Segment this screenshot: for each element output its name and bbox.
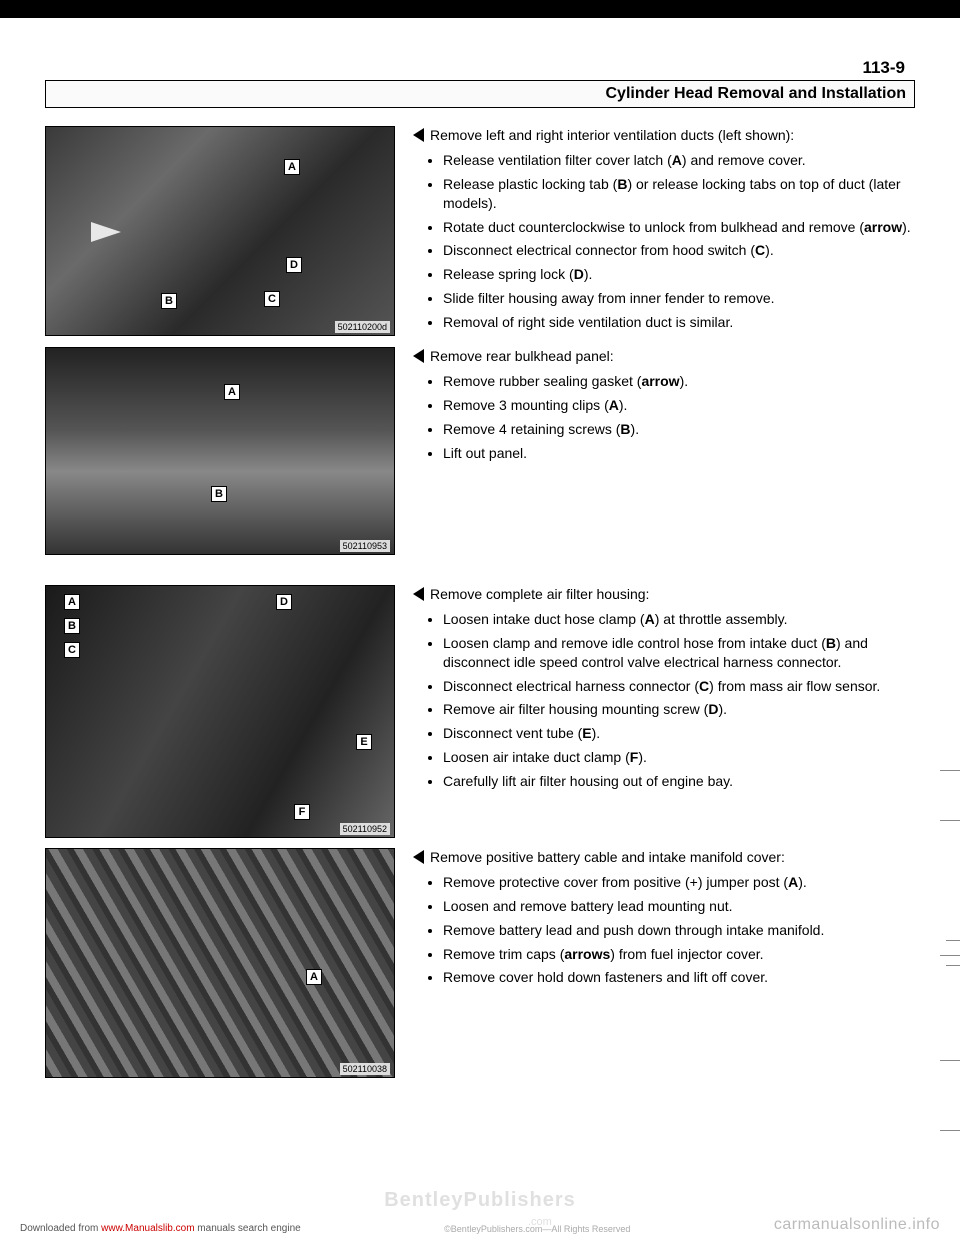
bullet-item: Remove 3 mounting clips (A).	[443, 396, 915, 415]
bullet-item: Remove cover hold down fasteners and lif…	[443, 968, 915, 987]
bullet-item: Loosen and remove battery lead mounting …	[443, 897, 915, 916]
ruler-tick	[940, 770, 960, 771]
triangle-icon	[413, 349, 424, 363]
text-block-2: Remove rear bulkhead panel: Remove rubbe…	[413, 347, 915, 467]
footer-center: ©BentleyPublishers.com—All Rights Reserv…	[301, 1224, 774, 1234]
figure-3: ABC D E F 502110952	[45, 585, 395, 838]
figure-label-b: B	[211, 486, 227, 502]
figure-1: A B C D 502110200d	[45, 126, 395, 336]
figure-label-c: C	[64, 642, 80, 658]
footer-link[interactable]: www.Manualslib.com	[101, 1223, 194, 1234]
figure-label-a: A	[64, 594, 80, 610]
bullet-item: Release ventilation filter cover latch (…	[443, 151, 915, 170]
text-block-4: Remove positive battery cable and intake…	[413, 848, 915, 992]
bullet-item: Remove 4 retaining screws (B).	[443, 420, 915, 439]
bullet-list-1: Release ventilation filter cover latch (…	[413, 151, 915, 332]
bullet-item: Remove rubber sealing gasket (arrow).	[443, 372, 915, 391]
bullet-item: Rotate duct counterclockwise to unlock f…	[443, 218, 915, 237]
figure-label-a: A	[284, 159, 300, 175]
bullet-item: Carefully lift air filter housing out of…	[443, 772, 915, 791]
figure-2: A B 502110953	[45, 347, 395, 555]
section-3: ABC D E F 502110952 Remove complete air fil…	[45, 585, 915, 838]
bullet-item: Loosen clamp and remove idle control hos…	[443, 634, 915, 672]
bullet-item: Removal of right side ventilation duct i…	[443, 313, 915, 332]
figure-label-a: A	[224, 384, 240, 400]
bullet-item: Release plastic locking tab (B) or relea…	[443, 175, 915, 213]
bullet-item: Remove air filter housing mounting screw…	[443, 700, 915, 719]
triangle-icon	[413, 587, 424, 601]
figure-caption-2: 502110953	[340, 540, 390, 552]
bullet-item: Release spring lock (D).	[443, 265, 915, 284]
bullet-list-3: Loosen intake duct hose clamp (A) at thr…	[413, 610, 915, 791]
figure-label-b: B	[161, 293, 177, 309]
bullet-list-2: Remove rubber sealing gasket (arrow). Rem…	[413, 372, 915, 463]
page-content: 113-9 Cylinder Head Removal and Installa…	[0, 18, 960, 1078]
figure-label-e: E	[356, 734, 372, 750]
bullet-item: Loosen intake duct hose clamp (A) at thr…	[443, 610, 915, 629]
footer-right: carmanualsonline.info	[774, 1216, 940, 1234]
ruler-tick	[940, 965, 960, 966]
triangle-icon	[413, 128, 424, 142]
figure-caption-3: 502110952	[340, 823, 390, 835]
text-block-3: Remove complete air filter housing: Loos…	[413, 585, 915, 796]
triangle-icon	[413, 850, 424, 864]
page-number: 113-9	[45, 58, 915, 78]
bullet-item: Disconnect electrical harness connector …	[443, 677, 915, 696]
bullet-item: Slide filter housing away from inner fen…	[443, 289, 915, 308]
ruler-tick	[940, 820, 960, 821]
title-bar: Cylinder Head Removal and Installation	[45, 80, 915, 108]
bullet-item: Remove battery lead and push down throug…	[443, 921, 915, 940]
figure-label-a: A	[306, 969, 322, 985]
ruler-tick	[940, 955, 960, 956]
text-block-1: Remove left and right interior ventilati…	[413, 126, 915, 337]
figure-4: A 502110038	[45, 848, 395, 1078]
bullet-item: Loosen air intake duct clamp (F).	[443, 748, 915, 767]
bullet-item: Lift out panel.	[443, 444, 915, 463]
bullet-item: Remove protective cover from positive (+…	[443, 873, 915, 892]
top-black-bar	[0, 0, 960, 18]
figure-caption-1: 502110200d	[335, 321, 390, 333]
ruler-tick	[940, 1060, 960, 1061]
bullet-item: Disconnect vent tube (E).	[443, 724, 915, 743]
watermark: BentleyPublishers	[384, 1189, 576, 1212]
figure-label-d: D	[286, 257, 302, 273]
ruler-tick	[940, 1130, 960, 1131]
section-2: A B 502110953 Remove rear bulkhead panel:…	[45, 347, 915, 555]
figure-label-f: F	[294, 804, 310, 820]
lead-text-1: Remove left and right interior ventilati…	[430, 126, 794, 145]
bullet-item: Disconnect electrical connector from hoo…	[443, 241, 915, 260]
bullet-item: Remove trim caps (arrows) from fuel inje…	[443, 945, 915, 964]
bullet-list-4: Remove protective cover from positive (+…	[413, 873, 915, 987]
lead-text-3: Remove complete air filter housing:	[430, 585, 649, 604]
figure-label-d: D	[276, 594, 292, 610]
footer: Downloaded from www.Manualslib.com manua…	[0, 1216, 960, 1234]
section-1: A B C D 502110200d Remove left and right in…	[45, 126, 915, 337]
figure-label-b: B	[64, 618, 80, 634]
lead-text-4: Remove positive battery cable and intake…	[430, 848, 785, 867]
lead-text-2: Remove rear bulkhead panel:	[430, 347, 614, 366]
footer-left: Downloaded from www.Manualslib.com manua…	[20, 1223, 301, 1234]
figure-caption-4: 502110038	[340, 1063, 390, 1075]
section-4: A 502110038 Remove positive battery cabl…	[45, 848, 915, 1078]
figure-label-c: C	[264, 291, 280, 307]
ruler-tick	[940, 940, 960, 941]
